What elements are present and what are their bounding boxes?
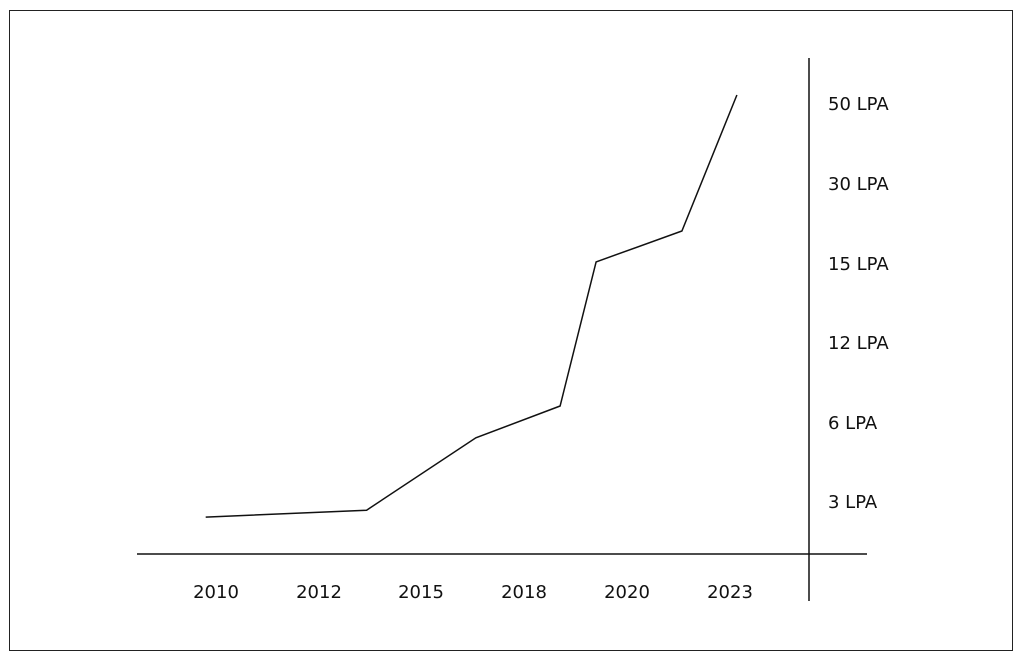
chart-frame	[9, 10, 1013, 651]
y-tick-label-30-lpa: 30 LPA	[828, 174, 889, 195]
y-tick-label-15-lpa: 15 LPA	[828, 254, 889, 275]
x-tick-label-2012: 2012	[296, 582, 342, 603]
x-tick-label-2010: 2010	[193, 582, 239, 603]
series-line	[205, 94, 738, 518]
x-tick-label-2023: 2023	[707, 582, 753, 603]
y-tick-label-6-lpa: 6 LPA	[828, 413, 878, 434]
x-tick-label-2018: 2018	[501, 582, 547, 603]
y-tick-label-50-lpa: 50 LPA	[828, 94, 889, 115]
x-tick-label-2020: 2020	[604, 582, 650, 603]
y-tick-label-3-lpa: 3 LPA	[828, 492, 878, 513]
y-tick-label-12-lpa: 12 LPA	[828, 333, 889, 354]
x-tick-label-2015: 2015	[398, 582, 444, 603]
